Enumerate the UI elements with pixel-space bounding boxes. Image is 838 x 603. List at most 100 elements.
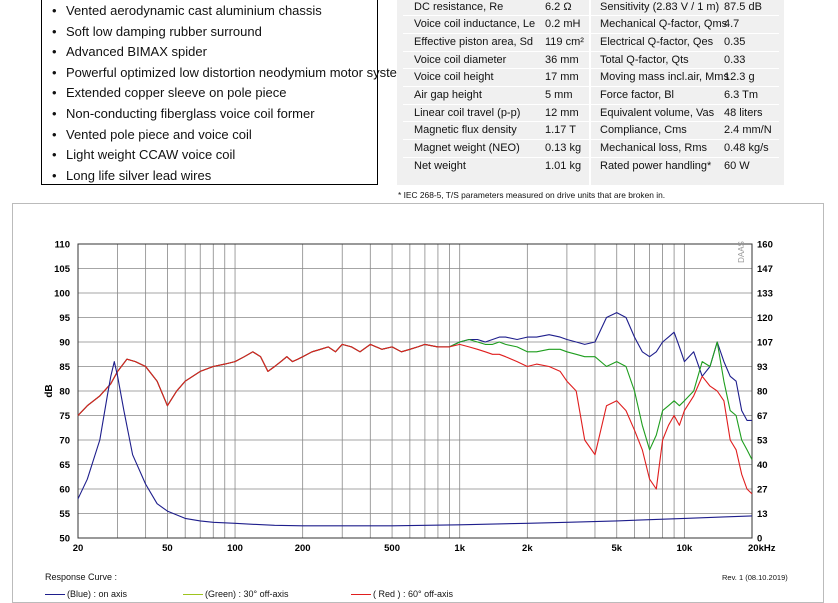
feature-item: Soft low damping rubber surround [52, 22, 408, 43]
series-line-1 [77, 338, 753, 460]
legend-title: Response Curve : [45, 572, 118, 582]
spec-value: 17 mm [545, 71, 579, 84]
spec-value: 60 W [724, 159, 750, 172]
spec-label: Force factor, Bl [600, 88, 674, 101]
y-axis-label: dB [44, 384, 55, 397]
legend-item-blue: (Blue) : on axis [45, 589, 127, 599]
spec-label: Voice coil height [414, 71, 494, 84]
y-right-tick-label: 147 [757, 264, 773, 275]
legend-label: ( Red ) : 60° off-axis [373, 589, 453, 599]
legend-item-green: (Green) : 30° off-axis [183, 589, 288, 599]
spec-value: 0.13 kg [545, 141, 582, 154]
specs-row-divider [403, 85, 779, 87]
spec-label: DC resistance, Re [414, 0, 504, 13]
y-right-tick-label: 40 [757, 460, 768, 471]
y-tick-label: 75 [59, 411, 70, 422]
spec-label: Sensitivity (2.83 V / 1 m) [600, 0, 720, 13]
series-line-2 [77, 343, 753, 495]
y-tick-label: 90 [59, 338, 70, 349]
features-box: Vented aerodynamic cast aluminium chassi… [41, 0, 408, 185]
feature-list: Vented aerodynamic cast aluminium chassi… [52, 1, 408, 186]
y-right-tick-label: 0 [757, 534, 762, 545]
y-right-tick-label: 13 [757, 509, 768, 520]
chart-svg: 50 55 60 65 70 75 80 85 90 95 100 105 110 0 13 27 40 53 67… [44, 240, 776, 555]
spec-value: 0.33 [724, 53, 746, 66]
feature-item: Long life silver lead wires [52, 166, 408, 187]
spec-value: 36 mm [545, 53, 579, 66]
x-tick-label: 100 [227, 543, 243, 554]
spec-label: Linear coil travel (p-p) [414, 106, 521, 119]
y-right-tick-label: 80 [757, 387, 768, 398]
specs-row-divider [403, 138, 779, 140]
y-right-tick-label: 27 [757, 485, 768, 496]
specs-column-divider [589, 0, 591, 185]
x-tick-label: 50 [162, 543, 173, 554]
spec-label: Rated power handling* [600, 159, 712, 172]
x-tick-label: 10k [676, 543, 693, 554]
feature-item: Vented aerodynamic cast aluminium chassi… [52, 1, 408, 22]
x-tick-label: 200 [295, 543, 311, 554]
specs-table: Nominal impedance8 ΩDC resistance, Re6.2… [397, 0, 784, 185]
x-tick-label: 1k [454, 543, 465, 554]
spec-value: 12 mm [545, 106, 579, 119]
spec-label: Compliance, Cms [600, 124, 687, 137]
y-right-tick-label: 120 [757, 313, 773, 324]
spec-value: 12.3 g [724, 71, 755, 84]
spec-label: Electrical Q-factor, Qes [600, 35, 714, 48]
specs-row-divider [403, 50, 779, 52]
spec-label: Total Q-factor, Qts [600, 53, 689, 66]
revision-label: Rev. 1 (08.10.2019) [722, 573, 788, 582]
feature-item: Light weight CCAW voice coil [52, 145, 408, 166]
spec-value: 119 cm² [545, 35, 584, 48]
legend-label: (Green) : 30° off-axis [205, 589, 289, 599]
spec-label: Magnetic flux density [414, 124, 517, 137]
legend-swatch [183, 594, 203, 596]
spec-label: Magnet weight (NEO) [414, 141, 520, 154]
x-tick-label: 2k [522, 543, 533, 554]
feature-item: Extended copper sleeve on pole piece [52, 83, 408, 104]
spec-label: Net weight [414, 159, 466, 172]
legend-item-red: ( Red ) : 60° off-axis [351, 589, 453, 599]
spec-label: Effective piston area, Sd [414, 35, 534, 48]
spec-label: Moving mass incl.air, Mms [600, 71, 729, 84]
y-tick-label: 95 [59, 313, 70, 324]
spec-value: 4.7 [724, 18, 740, 31]
y-tick-label: 70 [59, 436, 70, 447]
y-tick-label: 60 [59, 485, 70, 496]
y-tick-label: 65 [59, 460, 70, 471]
feature-item: Vented pole piece and voice coil [52, 125, 408, 146]
spec-value: 6.2 Ω [545, 0, 572, 13]
spec-label: Mechanical Q-factor, Qms [600, 18, 728, 31]
specs-footnote: * IEC 268-5, T/S parameters measured on … [398, 190, 666, 200]
x-tick-label: 5k [611, 543, 622, 554]
feature-item: Non-conducting fiberglass voice coil for… [52, 104, 408, 125]
y-right-tick-label: 107 [757, 338, 773, 349]
specs-table-bg: Nominal impedance8 ΩDC resistance, Re6.2… [397, 0, 784, 185]
series-line-3 [77, 361, 753, 527]
feature-item: Advanced BIMAX spider [52, 42, 408, 63]
plot-frame [77, 243, 753, 539]
spec-label: Voice coil inductance, Le [414, 18, 536, 31]
spec-value: 1.17 T [545, 124, 576, 137]
watermark-label: DAAS [737, 241, 746, 263]
y-right-tick-label: 53 [757, 436, 768, 447]
spec-value: 1.01 kg [545, 159, 582, 172]
specs-row-divider [403, 15, 779, 17]
y-tick-label: 100 [54, 289, 70, 300]
y-tick-label: 110 [55, 240, 70, 251]
y-right-tick-label: 67 [757, 411, 768, 422]
y-tick-label: 85 [59, 362, 70, 373]
legend-swatch [45, 594, 65, 596]
y-tick-label: 55 [59, 509, 70, 520]
spec-value: 5 mm [545, 88, 573, 101]
legend-label: (Blue) : on axis [67, 589, 128, 599]
spec-value: 2.4 mm/N [724, 124, 772, 137]
spec-value: 6.3 Tm [724, 88, 759, 101]
feature-item: Powerful optimized low distortion neodym… [52, 63, 408, 84]
y-tick-label: 105 [54, 264, 71, 275]
x-tick-label: 20 [73, 543, 84, 554]
specs-row-divider [403, 156, 779, 158]
y-tick-label: 50 [59, 534, 70, 545]
spec-label: Equivalent volume, Vas [600, 106, 715, 119]
y-tick-label: 80 [59, 387, 70, 398]
